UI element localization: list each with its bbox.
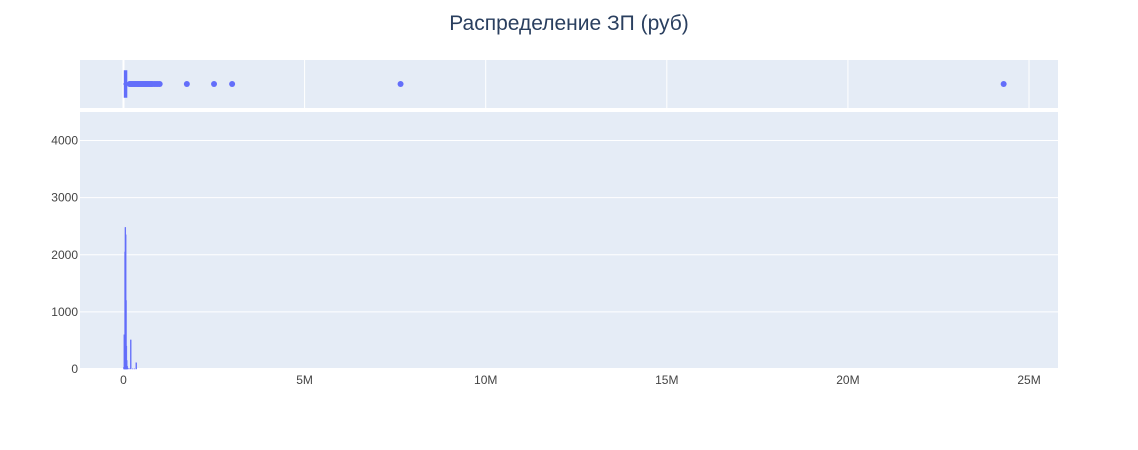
box-outlier-point [183,81,190,87]
histogram-background [80,112,1058,369]
box-plot-background [80,60,1058,108]
x-tick-label: 10M [474,373,497,387]
x-tick-label: 0 [120,373,127,387]
y-tick-label: 4000 [51,134,78,148]
box-outlier-point [229,81,236,87]
histogram-bar [130,339,132,370]
y-tick-label: 0 [71,362,78,376]
x-tick-label: 25M [1017,373,1040,387]
y-axis: 0 1000 2000 3000 4000 [51,134,78,376]
box-plot-panel [80,60,1058,108]
box-outlier-point [156,81,163,87]
x-tick-label: 15M [655,373,678,387]
box-outlier-point [1000,81,1007,87]
histogram-bar [126,367,129,370]
y-tick-label: 1000 [51,305,78,319]
x-tick-label: 5M [296,373,313,387]
y-tick-label: 2000 [51,248,78,262]
histogram-bar [128,368,130,370]
x-axis: 0 5M 10M 15M 20M 25M [120,373,1041,387]
histogram-bar [135,362,137,370]
chart-title: Распределение ЗП (руб) [449,12,689,35]
x-tick-label: 20M [836,373,859,387]
box-outlier-point [211,81,218,87]
y-tick-label: 3000 [51,191,78,205]
histogram-panel [80,112,1058,370]
box-outlier-point [397,81,404,87]
